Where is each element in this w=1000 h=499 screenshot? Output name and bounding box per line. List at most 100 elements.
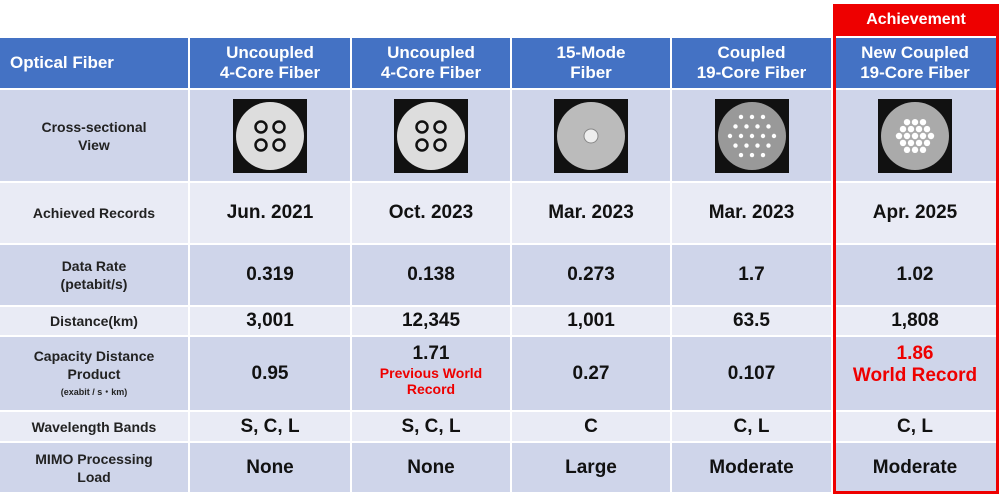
cross-section-image [394,98,468,173]
cross-section-image [554,98,628,173]
cell-value: Moderate [709,456,794,478]
cell-value: S, C, L [401,415,461,437]
fiber-shape [899,125,907,132]
fiber-shape [749,133,754,138]
header-text: Uncoupled 4-Core Fiber [380,43,482,82]
cell-value: 0.319 [246,264,294,285]
cell-value: Mar. 2023 [708,202,795,223]
cell [833,90,999,183]
fiber-shape [749,114,754,119]
cell-value: Large [565,456,617,478]
fiber-shape [433,137,447,152]
fiber-shape [903,146,911,153]
cell-value: Mar. 2023 [548,202,634,223]
cell: 1.02 [833,245,999,307]
fiber-shape [923,125,931,132]
cell-value: S, C, L [240,415,300,437]
fiber-shape [738,133,743,138]
cell: Large [512,443,672,494]
fiber-shape [738,114,743,119]
cell: 0.107 [672,337,833,412]
cell: 3,001 [190,307,352,337]
fiber-shape [927,132,935,139]
cell: 1,808 [833,307,999,337]
fiber-shape [907,125,915,132]
cell: 0.273 [512,245,672,307]
cell [672,90,833,183]
cell: 0.138 [352,245,512,307]
cell: 1.7 [672,245,833,307]
fiber-shape [415,137,429,152]
fiber-shape [732,142,738,148]
header-cell: Uncoupled 4-Core Fiber [352,38,512,90]
header-text: Uncoupled 4-Core Fiber [219,43,321,82]
cell: None [190,443,352,494]
fiber-shape [919,118,927,125]
cell-value: 0.95 [251,362,289,384]
fiber-shape [749,152,754,157]
cell-value: 1.7 [738,264,765,285]
cell: Mar. 2023 [512,183,672,245]
achievement-badge: Achievement [834,4,998,36]
row-label-note: (exabit / s・km) [60,386,128,397]
cell: C, L [833,412,999,443]
fiber-shape [760,133,765,138]
fiber-shape [915,125,923,132]
row-label: MIMO Processing Load [0,443,190,494]
fiber-shape [397,101,465,170]
fiber-shape [743,142,749,148]
cell-value: 0.107 [727,362,776,384]
fiber-shape [236,101,304,170]
fiber-shape [583,128,599,143]
cell-value: None [407,456,455,478]
cell: None [352,443,512,494]
cell-value: 1.71 [412,343,450,364]
fiber-shape [899,139,907,146]
cell-value: 1,808 [891,310,939,331]
cell: Moderate [833,443,999,494]
cell-value: 1.02 [896,264,934,285]
fiber-shape [915,139,923,146]
cell-note: Previous World Record [379,365,483,397]
cross-section-image [714,98,789,173]
cell: 0.27 [512,337,672,412]
cross-section-image [878,98,952,173]
cell: 1,001 [512,307,672,337]
cell: Apr. 2025 [833,183,999,245]
fiber-shape [738,152,743,157]
cell-value: 63.5 [733,310,770,331]
header-text: Coupled 19-Core Fiber [696,43,807,82]
fiber-shape [415,119,429,134]
cell-value: C [584,415,598,437]
fiber-shape [760,152,765,157]
cell: Moderate [672,443,833,494]
cell-value: None [246,456,294,478]
fiber-shape [754,142,760,148]
fiber-shape [272,137,286,152]
cell: 63.5 [672,307,833,337]
cell-note: World Record [852,365,978,386]
row-label-text: Capacity Distance Product [33,347,155,382]
cell-value: 0.27 [572,362,610,384]
header-cell: Uncoupled 4-Core Fiber [190,38,352,90]
cell: S, C, L [190,412,352,443]
row-label-text: Achieved Records [32,205,156,221]
cell: Oct. 2023 [352,183,512,245]
cell-value: 12,345 [401,310,461,331]
cell-value: 0.273 [567,264,615,285]
cross-section-image [233,98,307,173]
fiber-shape [919,146,927,153]
cell: 0.319 [190,245,352,307]
header-text: Optical Fiber [10,53,114,72]
row-label-text: MIMO Processing Load [35,450,153,485]
fiber-shape [911,132,919,139]
cell-value: Moderate [872,456,958,478]
cell: 0.95 [190,337,352,412]
fiber-shape [765,142,771,148]
fiber-shape [907,139,915,146]
fiber-shape [754,123,760,129]
fiber-shape [765,123,771,129]
header-cell: Coupled 19-Core Fiber [672,38,833,90]
row-label-text: Cross-sectional View [41,118,147,153]
cell: 1.86 World Record [833,337,999,412]
